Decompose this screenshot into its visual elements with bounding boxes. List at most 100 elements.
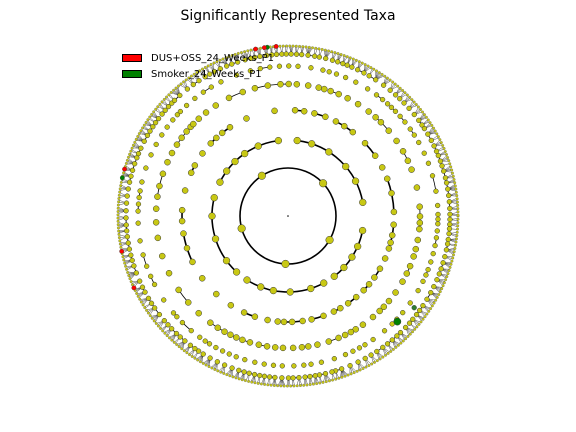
taxon-node [381, 255, 389, 262]
leaf-node [142, 123, 146, 127]
taxon-node [410, 253, 417, 260]
leaf-node [301, 45, 305, 49]
taxon-node [347, 362, 353, 369]
leaf-node [136, 134, 140, 138]
highlighted-taxon-node [411, 305, 417, 311]
leaf-node [129, 280, 133, 284]
leaf-node [456, 217, 460, 221]
taxon-node [177, 334, 183, 340]
leaf-node [167, 93, 171, 97]
leaf-node [148, 314, 152, 318]
leaf-node [419, 108, 422, 111]
taxon-node [212, 102, 220, 109]
leaf-node [201, 361, 205, 365]
leaf-node [269, 383, 273, 387]
taxon-node [224, 63, 230, 69]
taxon-node [264, 52, 270, 59]
leaf-node [413, 327, 417, 331]
taxon-node [246, 370, 252, 376]
leaf-node [144, 120, 148, 124]
taxon-node [285, 80, 292, 88]
taxon-node [446, 192, 452, 199]
leaf-node [386, 351, 390, 355]
leaf-node [323, 48, 327, 52]
leaf-node [455, 197, 459, 201]
leaf-node [118, 242, 122, 246]
taxon-node [299, 317, 306, 325]
chart-legend: DUS+OSS_24_Weeks_P1 Smoker_24_Weeks_P1 [122, 50, 274, 82]
taxon-node [370, 336, 376, 343]
leaf-node [433, 129, 437, 133]
leaf-node [456, 221, 460, 224]
leaf-node [116, 206, 120, 210]
leaf-node [453, 181, 457, 185]
taxon-node [154, 193, 161, 200]
taxon-node [187, 169, 195, 177]
leaf-node [454, 187, 458, 191]
taxon-node [308, 65, 314, 71]
taxon-node [276, 63, 283, 69]
taxon-node [187, 342, 194, 348]
taxon-node [199, 150, 206, 157]
leaf-node [455, 194, 459, 198]
leaf-node [401, 89, 405, 92]
taxon-node [213, 290, 220, 298]
taxon-node [221, 362, 228, 368]
leaf-node [403, 91, 407, 95]
taxon-node [267, 64, 273, 70]
leaf-node [352, 371, 356, 375]
taxon-node [442, 175, 449, 181]
taxon-node [261, 373, 268, 379]
taxon-node [164, 158, 171, 166]
leaf-node [410, 98, 414, 102]
leaf-node [456, 224, 460, 228]
taxon-node [264, 82, 272, 89]
taxon-node [264, 316, 271, 324]
taxon-node [354, 100, 362, 108]
taxon-node [388, 189, 395, 197]
taxon-node [411, 111, 417, 118]
leaf-node [117, 200, 121, 204]
leaf-node [321, 380, 325, 384]
taxon-node [155, 115, 162, 122]
taxon-node [154, 234, 162, 242]
taxon-node [325, 235, 334, 245]
leaf-node [288, 44, 292, 48]
taxon-node [161, 318, 167, 324]
taxon-node [394, 333, 400, 339]
leaf-node [428, 121, 432, 125]
taxon-node [433, 188, 439, 194]
taxon-node [188, 327, 194, 334]
leaf-node [454, 240, 458, 244]
leaf-node [285, 384, 289, 388]
leaf-node [394, 345, 398, 349]
taxon-node [291, 363, 297, 369]
taxon-node [414, 236, 422, 244]
taxon-node [366, 73, 372, 79]
taxon-node [421, 150, 427, 156]
taxon-node [407, 300, 413, 306]
taxon-node [361, 139, 369, 147]
taxon-node [135, 150, 142, 157]
leaf-node [308, 383, 312, 386]
leaf-node [125, 158, 129, 162]
taxon-node [243, 276, 251, 284]
taxon-node [397, 96, 403, 102]
taxon-node [164, 124, 170, 130]
taxon-node [359, 321, 367, 328]
taxon-node [360, 286, 367, 294]
leaf-node [434, 298, 438, 302]
taxon-node [326, 69, 332, 75]
taxon-node [214, 359, 221, 365]
taxon-node [421, 125, 428, 132]
taxon-node [165, 269, 173, 277]
taxon-node [168, 149, 176, 157]
legend-label-smoker: Smoker_24_Weeks_P1 [151, 68, 262, 80]
taxon-node [138, 145, 144, 151]
taxon-node [231, 157, 239, 166]
taxon-node [173, 141, 181, 148]
taxon-node [416, 213, 424, 220]
taxon-node [413, 311, 420, 318]
taxon-node [126, 246, 133, 252]
